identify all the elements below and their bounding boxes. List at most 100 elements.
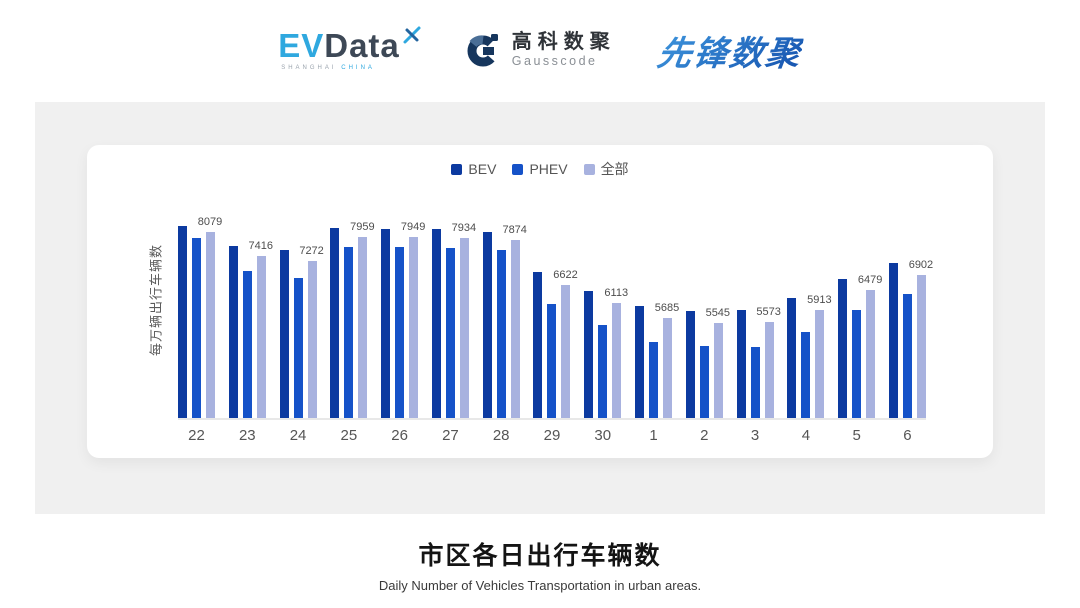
bar-PHEV-4 — [801, 332, 811, 418]
bar-全部-6 — [916, 274, 926, 418]
chart-subtitle: Daily Number of Vehicles Transportation … — [378, 578, 702, 593]
chart-card: BEV PHEV 全部 每万辆出行车辆数 8079 7416 7272 7959 7949 7… — [87, 145, 993, 458]
x-tick-30: 30 — [594, 427, 612, 444]
bar-group-27: 7934 — [431, 222, 476, 418]
bar-PHEV-29 — [547, 303, 557, 418]
x-tick-27: 27 — [442, 427, 459, 444]
y-axis-label: 每万辆出行车辆数 — [148, 243, 164, 357]
bar-BEV-26 — [381, 228, 391, 418]
bar-全部-28 — [510, 239, 520, 418]
bar-group-30: 6113 — [584, 287, 628, 418]
data-label-29: 6622 — [553, 268, 578, 281]
bar-PHEV-1 — [649, 341, 659, 418]
bar-group-3: 5573 — [736, 306, 781, 418]
bar-group-1: 5685 — [635, 302, 679, 418]
legend-label-BEV: BEV — [468, 161, 497, 177]
bar-全部-23 — [256, 256, 266, 418]
legend-item-BEV[interactable]: BEV — [451, 161, 496, 177]
evdata-logo: EV Data SHANGHAI CHINA — [278, 26, 422, 71]
bar-BEV-25 — [330, 228, 340, 418]
bar-BEV-29 — [533, 272, 543, 418]
data-label-25: 7959 — [350, 220, 375, 233]
gausscode-cn-text: 高科数聚 — [511, 31, 616, 54]
bar-全部-3 — [764, 322, 774, 418]
bar-BEV-30 — [584, 291, 594, 418]
legend-label-全部: 全部 — [600, 161, 629, 177]
bar-BEV-5 — [838, 278, 848, 418]
data-label-28: 7874 — [502, 223, 527, 236]
evdata-sub-left: SHANGHAI — [281, 65, 337, 71]
bar-全部-24 — [307, 261, 317, 418]
bar-PHEV-26 — [395, 246, 405, 418]
x-tick-26: 26 — [391, 427, 408, 444]
x-tick-2: 2 — [700, 427, 709, 444]
plot-area: 8079 7416 7272 7959 7949 7934 7874 6622 6113 5685… — [178, 216, 933, 420]
bar-全部-30 — [612, 302, 622, 418]
x-tick-25: 25 — [340, 427, 358, 444]
bar-PHEV-5 — [852, 310, 862, 418]
legend-item-全部[interactable]: 全部 — [583, 159, 629, 179]
bar-BEV-1 — [635, 305, 645, 418]
gausscode-logo: 高科数聚 Gausscode — [464, 31, 616, 69]
x-tick-24: 24 — [289, 427, 307, 444]
evdata-logo-ev-text: EV — [278, 27, 325, 64]
bar-全部-1 — [663, 318, 673, 418]
header: EV Data SHANGHAI CHINA 高科数聚 Gausscode 先锋… — [0, 0, 1080, 100]
chart-legend: BEV PHEV 全部 — [87, 159, 993, 179]
legend-swatch-PHEV — [512, 163, 524, 175]
data-label-5: 6479 — [857, 273, 883, 286]
bar-PHEV-25 — [344, 246, 354, 418]
bar-group-22: 8079 — [178, 216, 222, 418]
bar-group-6: 6902 — [888, 259, 933, 418]
pioneer-shuju-logo: 先锋数聚 — [654, 26, 805, 75]
bar-BEV-4 — [787, 297, 797, 418]
bar-group-29: 6622 — [533, 269, 578, 418]
bar-PHEV-23 — [242, 271, 252, 418]
chart-panel: BEV PHEV 全部 每万辆出行车辆数 8079 7416 7272 7959 7949 7… — [35, 102, 1045, 514]
bar-BEV-3 — [736, 309, 746, 418]
bar-BEV-22 — [178, 225, 187, 418]
sparkle-x-icon — [403, 26, 421, 44]
data-label-30: 6113 — [604, 286, 629, 299]
x-tick-6: 6 — [903, 427, 912, 444]
bar-全部-26 — [409, 237, 419, 418]
bar-group-5: 6479 — [838, 274, 882, 418]
bar-group-2: 5545 — [685, 307, 730, 418]
bar-全部-5 — [866, 289, 876, 418]
bar-group-4: 5913 — [787, 294, 832, 418]
bar-group-26: 7949 — [381, 221, 425, 418]
data-label-26: 7949 — [400, 221, 426, 233]
data-label-4: 5913 — [807, 294, 832, 306]
data-label-1: 5685 — [654, 302, 680, 315]
x-tick-29: 29 — [543, 427, 561, 444]
bar-PHEV-22 — [192, 237, 201, 418]
x-tick-5: 5 — [852, 427, 861, 444]
bar-全部-27 — [459, 237, 469, 418]
data-label-3: 5573 — [756, 306, 781, 319]
bar-PHEV-3 — [750, 346, 760, 418]
bar-全部-25 — [358, 236, 368, 418]
bar-PHEV-30 — [598, 325, 608, 418]
x-axis: 22 23 24 25 26 27 28 29 30 1 2 3 4 5 6 — [178, 427, 926, 444]
legend-item-PHEV[interactable]: PHEV — [512, 161, 568, 177]
bar-PHEV-24 — [293, 277, 303, 418]
gausscode-g-icon — [467, 34, 499, 67]
bar-BEV-23 — [228, 246, 238, 418]
bar-BEV-6 — [888, 262, 898, 418]
bar-全部-4 — [815, 310, 825, 418]
bar-全部-22 — [206, 232, 215, 418]
bar-group-23: 7416 — [228, 240, 273, 418]
legend-label-PHEV: PHEV — [529, 161, 568, 177]
bar-BEV-24 — [279, 250, 289, 418]
bar-PHEV-2 — [699, 346, 709, 418]
x-tick-4: 4 — [801, 427, 811, 444]
bar-group-28: 7874 — [482, 224, 527, 418]
x-tick-23: 23 — [238, 427, 256, 444]
legend-swatch-BEV — [451, 163, 463, 175]
evdata-sub-right: CHINA — [341, 65, 375, 71]
bar-PHEV-28 — [496, 249, 506, 418]
bar-全部-29 — [561, 284, 571, 418]
data-label-24: 7272 — [299, 245, 324, 258]
bar-BEV-27 — [431, 228, 441, 418]
x-tick-3: 3 — [750, 427, 760, 444]
